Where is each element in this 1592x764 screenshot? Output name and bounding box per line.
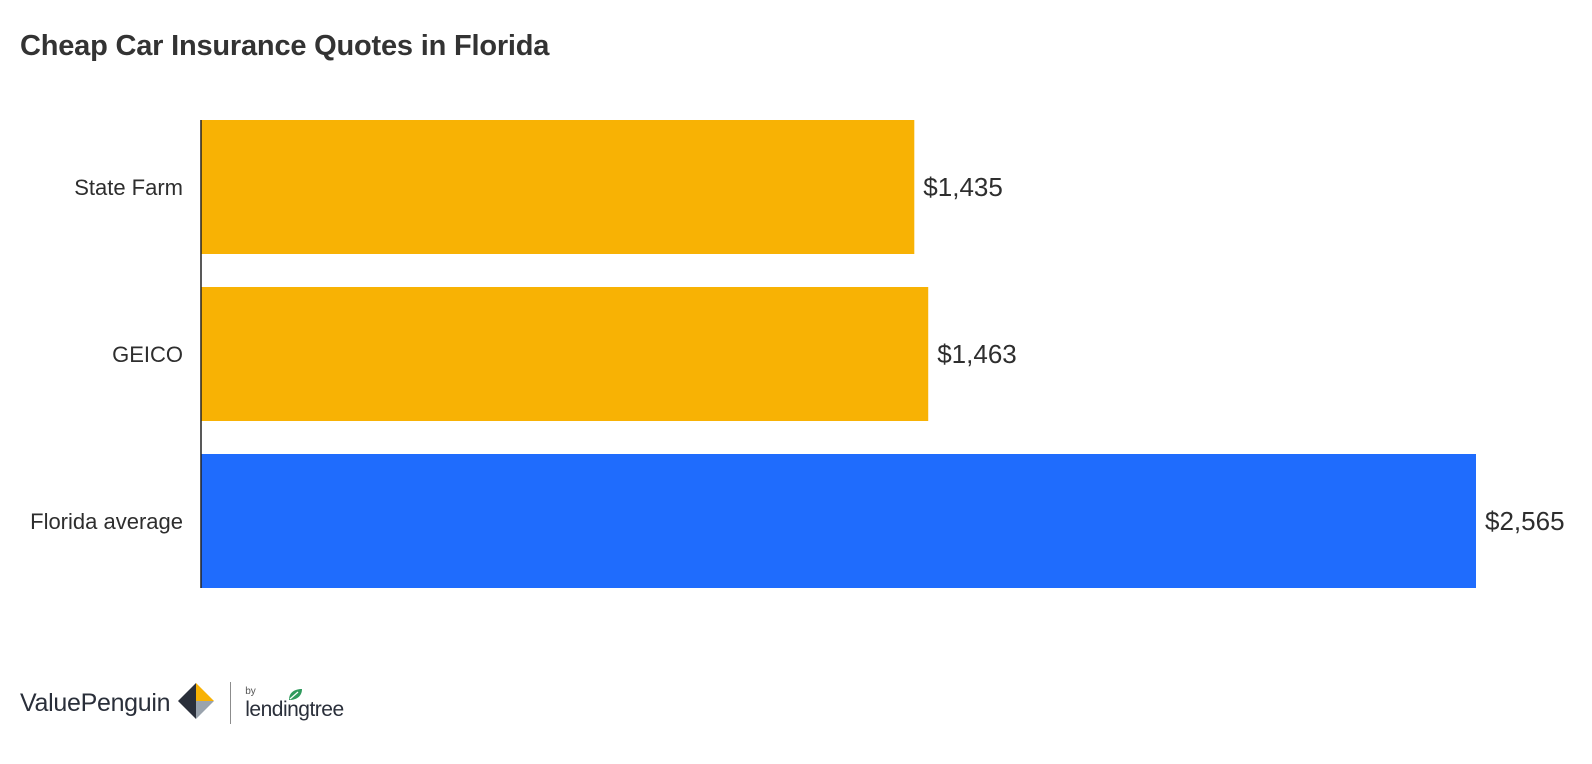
category-label-florida-average: Florida average [30, 509, 183, 534]
lendingtree-logo: by lendingtree [245, 680, 375, 726]
value-label-geico: $1,463 [937, 339, 1017, 369]
footer-branding: ValuePenguin by lendingtree [20, 678, 375, 728]
value-label-florida-average: $2,565 [1485, 506, 1565, 536]
partner-by-text: by [245, 686, 256, 697]
bars-group: State Farm $1,435 GEICO $1,463 Florida avera… [30, 120, 1565, 588]
category-label-geico: GEICO [112, 342, 183, 367]
partner-name-text: lendingtree [245, 698, 344, 721]
chart-title: Cheap Car Insurance Quotes in Florida [20, 30, 550, 62]
leaf-icon [287, 688, 303, 707]
valuepenguin-wordmark: ValuePenguin [20, 688, 171, 717]
bar-geico [201, 287, 929, 421]
footer-divider [230, 682, 232, 724]
value-label-state-farm: $1,435 [923, 172, 1003, 202]
bar-florida-average [201, 454, 1476, 588]
bar-chart: State Farm $1,435 GEICO $1,463 Florida avera… [30, 120, 1565, 588]
bar-state-farm [201, 120, 915, 254]
category-label-state-farm: State Farm [74, 175, 183, 200]
valuepenguin-logo-icon [176, 681, 216, 726]
